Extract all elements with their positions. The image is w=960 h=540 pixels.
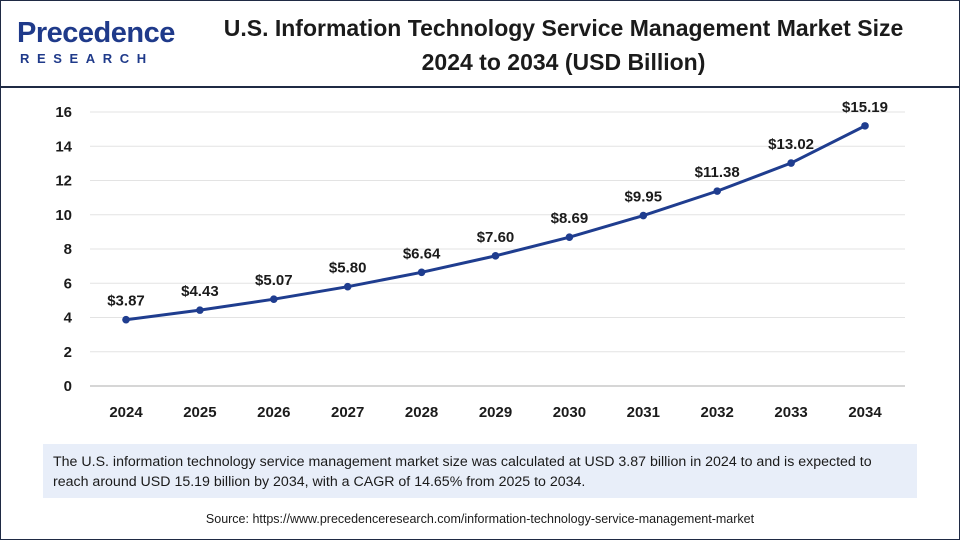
brand-name: Precedence [17, 17, 175, 49]
x-tick-label-2025: 2025 [183, 404, 216, 421]
y-tick-label-6: 6 [64, 275, 72, 292]
data-labels: $3.87 $4.43 $5.07 $5.80 $6.64 $7.60 $8.69 $9.95… [107, 99, 888, 310]
brand-subtitle: RESEARCH [20, 51, 154, 66]
data-label-2027: $5.80 [329, 260, 367, 277]
y-tick-label-10: 10 [55, 207, 72, 224]
header: Precedence RESEARCH U.S. Information Tec… [1, 1, 959, 86]
data-point-2032 [713, 187, 721, 195]
data-point-2026 [270, 295, 278, 303]
data-label-2029: $7.60 [477, 229, 515, 246]
data-label-2034: $15.19 [842, 99, 888, 116]
y-tick-label-0: 0 [64, 378, 72, 395]
data-label-2026: $5.07 [255, 272, 293, 289]
data-label-2033: $13.02 [768, 136, 814, 153]
data-label-2024: $3.87 [107, 293, 145, 310]
chart-title-line-1: U.S. Information Technology Service Mana… [223, 15, 904, 41]
y-tick-label-14: 14 [55, 138, 72, 155]
data-point-2028 [417, 268, 426, 277]
data-label-2025: $4.43 [181, 283, 219, 300]
data-label-2031: $9.95 [625, 189, 663, 206]
y-tick-label-2: 2 [64, 344, 72, 361]
series-line [124, 124, 867, 322]
data-point-2025 [196, 306, 204, 314]
data-label-2028: $6.64 [403, 245, 441, 262]
data-point-2034 [861, 122, 869, 130]
x-tick-label-2028: 2028 [405, 404, 438, 421]
x-tick-label-2032: 2032 [701, 404, 734, 421]
x-tick-label-2031: 2031 [627, 404, 660, 421]
series [122, 122, 869, 324]
y-tick-label-12: 12 [55, 173, 72, 190]
y-tick-label-4: 4 [64, 310, 73, 327]
summary-note: The U.S. information technology service … [43, 444, 917, 498]
brand-logo: Precedence RESEARCH [17, 13, 175, 73]
gridlines [90, 111, 905, 353]
x-tick-label-2024: 2024 [109, 404, 143, 421]
data-point-2024 [122, 315, 130, 324]
chart-title-line-2: 2024 to 2034 (USD Billion) [421, 49, 706, 75]
x-tick-label-2030: 2030 [553, 404, 586, 421]
data-point-2030 [565, 233, 574, 241]
x-tick-label-2029: 2029 [479, 404, 512, 421]
x-tick-label-2033: 2033 [774, 404, 807, 421]
x-tick-label-2026: 2026 [257, 404, 290, 421]
source-citation: Source: https://www.precedenceresearch.c… [205, 512, 755, 526]
x-axis-ticks: 2024 2025 2026 2027 2028 2029 2030 2031 2032 2033… [109, 404, 882, 421]
x-tick-label-2027: 2027 [331, 404, 364, 421]
data-point-2029 [491, 252, 500, 260]
y-axis-ticks: 0 2 4 6 8 10 12 14 16 [55, 104, 72, 395]
x-tick-label-2034: 2034 [848, 404, 882, 421]
header-divider [1, 86, 959, 88]
y-tick-label-8: 8 [64, 241, 72, 258]
data-label-2030: $8.69 [551, 210, 589, 227]
data-point-2033 [787, 159, 795, 167]
data-label-2032: $11.38 [695, 164, 740, 181]
data-point-2031 [639, 211, 648, 220]
chart-title: U.S. Information Technology Service Mana… [181, 11, 946, 79]
data-point-2027 [343, 282, 352, 291]
y-tick-label-16: 16 [55, 104, 72, 121]
